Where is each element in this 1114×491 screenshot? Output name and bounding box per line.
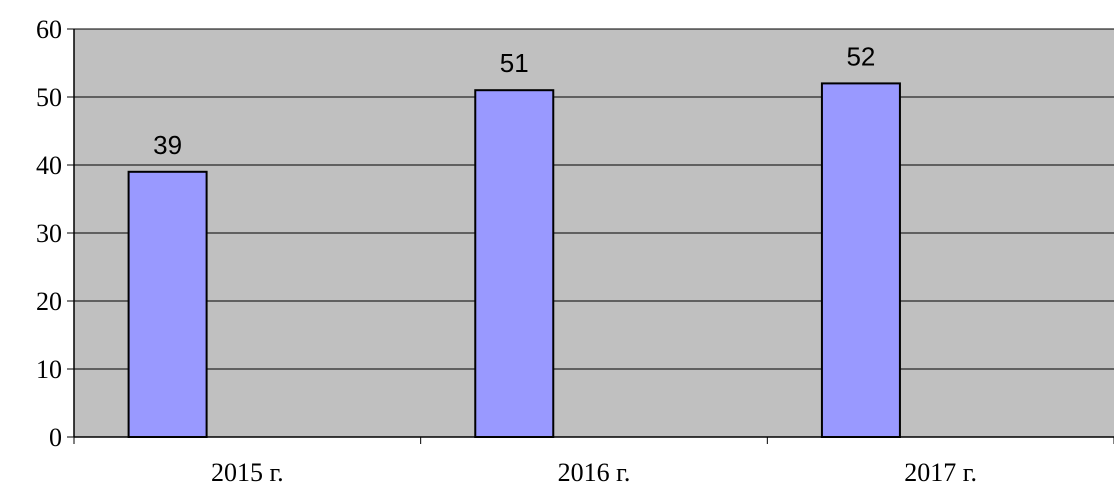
y-tick-label: 30 <box>36 219 62 248</box>
data-labels: 39 51 52 <box>153 41 875 159</box>
bar-1 <box>127 170 208 439</box>
y-tick-label: 20 <box>36 287 62 316</box>
axes <box>67 28 1114 444</box>
y-tick-label: 50 <box>36 83 62 112</box>
y-tick-label: 40 <box>36 151 62 180</box>
x-tick-label: 2017 г. <box>904 458 977 487</box>
data-label: 39 <box>153 130 182 160</box>
data-label: 52 <box>846 41 875 71</box>
x-tick-label: 2015 г. <box>211 458 284 487</box>
y-tick-labels: 0 10 20 30 40 50 60 <box>36 15 62 452</box>
y-tick-label: 10 <box>36 355 62 384</box>
bar-3 <box>820 82 901 439</box>
bar-2 <box>474 89 555 438</box>
gridlines <box>74 28 1114 370</box>
data-label: 51 <box>500 48 529 78</box>
bars <box>127 82 901 439</box>
x-tick-label: 2016 г. <box>558 458 631 487</box>
y-tick-label: 0 <box>49 423 62 452</box>
x-tick-labels: 2015 г. 2016 г. 2017 г. <box>211 458 977 487</box>
y-tick-label: 60 <box>36 15 62 44</box>
